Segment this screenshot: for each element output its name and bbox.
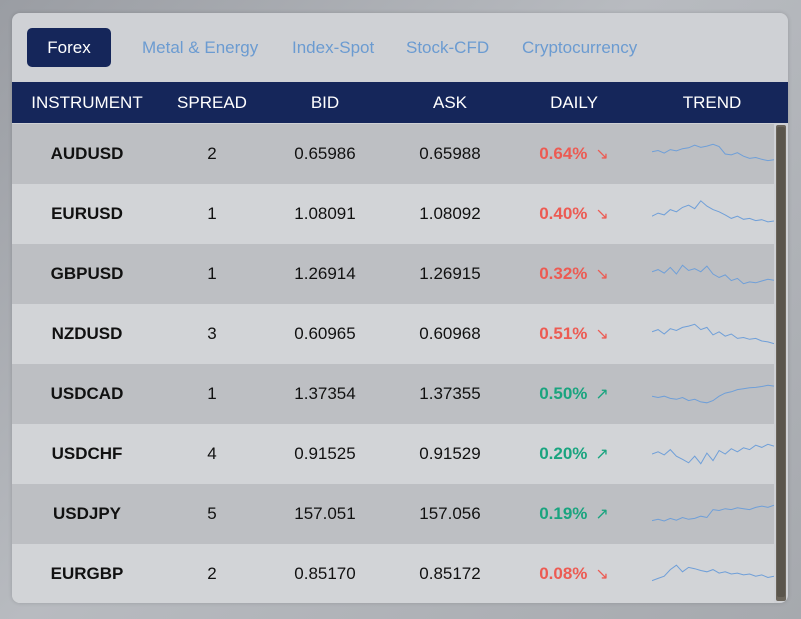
table-header: INSTRUMENT SPREAD BID ASK DAILY TREND [12, 82, 788, 123]
ask-cell: 1.26915 [419, 264, 481, 283]
ask-cell: 0.60968 [419, 324, 481, 343]
tab-stock-cfd[interactable]: Stock-CFD [406, 38, 490, 57]
arrow-down-right-icon: ↘ [595, 326, 609, 343]
table-body: AUDUSD 2 0.65986 0.65988 0.64% ↘ EURUSD 1 1.0809… [12, 124, 788, 603]
trend-sparkline [652, 504, 774, 522]
instrument-cell: USDJPY [52, 504, 122, 523]
ask-cell: 1.08092 [419, 204, 481, 223]
header-trend: TREND [682, 93, 742, 112]
table-row[interactable]: AUDUSD 2 0.65986 0.65988 0.64% ↘ [12, 124, 774, 184]
arrow-up-right-icon: ↗ [595, 506, 609, 523]
trend-sparkline [652, 443, 774, 465]
instrument-cell: NZDUSD [51, 324, 123, 343]
bid-cell: 0.85170 [294, 564, 356, 583]
arrow-down-right-icon: ↘ [595, 266, 609, 283]
table-row[interactable]: GBPUSD 1 1.26914 1.26915 0.32% ↘ [12, 244, 774, 304]
bid-cell: 0.65986 [294, 144, 356, 163]
daily-cell: 0.50% ↗ [524, 364, 624, 424]
trend-sparkline [652, 143, 774, 162]
trend-line [652, 564, 774, 582]
spread-cell: 1 [207, 264, 217, 283]
trend-sparkline [652, 384, 774, 404]
spread-cell: 1 [207, 204, 217, 223]
tab-metal-energy[interactable]: Metal & Energy [142, 38, 259, 57]
arrow-down-right-icon: ↘ [595, 206, 609, 223]
daily-change: 0.20% [539, 444, 588, 463]
ask-cell: 0.85172 [419, 564, 481, 583]
daily-change: 0.08% [539, 564, 588, 583]
trend-sparkline [652, 564, 774, 582]
instrument-cell: GBPUSD [50, 264, 124, 283]
tab-index-spot[interactable]: Index-Spot [292, 38, 375, 57]
table-row[interactable]: USDCHF 4 0.91525 0.91529 0.20% ↗ [12, 424, 774, 484]
quotes-panel: Forex Metal & Energy Index-Spot Stock-CF… [12, 13, 788, 603]
tab-forex[interactable]: Forex [27, 28, 111, 67]
daily-cell: 0.20% ↗ [524, 424, 624, 484]
trend-line [652, 443, 774, 465]
header-daily: DAILY [550, 93, 598, 112]
trend-sparkline [652, 200, 774, 223]
daily-cell: 0.32% ↘ [524, 244, 624, 304]
table-row[interactable]: USDCAD 1 1.37354 1.37355 0.50% ↗ [12, 364, 774, 424]
header-instrument: INSTRUMENT [31, 93, 143, 112]
bid-cell: 1.26914 [294, 264, 356, 283]
instrument-cell: USDCAD [50, 384, 124, 403]
spread-cell: 4 [207, 444, 217, 463]
header-bid: BID [310, 93, 340, 112]
scrollbar-thumb[interactable] [777, 127, 785, 597]
spread-cell: 1 [207, 384, 217, 403]
instrument-cell: EURGBP [50, 564, 124, 583]
spread-cell: 5 [207, 504, 217, 523]
arrow-up-right-icon: ↗ [595, 386, 609, 403]
table-scrollbar[interactable] [776, 125, 786, 601]
table-row[interactable]: USDJPY 5 157.051 157.056 0.19% ↗ [12, 484, 774, 544]
ask-cell: 0.65988 [419, 144, 481, 163]
daily-change: 0.64% [539, 144, 588, 163]
header-ask: ASK [432, 93, 468, 112]
arrow-up-right-icon: ↗ [595, 446, 609, 463]
bid-cell: 157.051 [294, 504, 356, 523]
trend-line [652, 384, 774, 404]
trend-line [652, 200, 774, 223]
table-row[interactable]: EURUSD 1 1.08091 1.08092 0.40% ↘ [12, 184, 774, 244]
table-row[interactable]: EURGBP 2 0.85170 0.85172 0.08% ↘ [12, 544, 774, 603]
daily-cell: 0.64% ↘ [524, 124, 624, 184]
tab-cryptocurrency[interactable]: Cryptocurrency [522, 38, 638, 57]
ask-cell: 0.91529 [419, 444, 481, 463]
daily-change: 0.40% [539, 204, 588, 223]
bid-cell: 1.08091 [294, 204, 356, 223]
daily-cell: 0.51% ↘ [524, 304, 624, 364]
spread-cell: 3 [207, 324, 217, 343]
trend-line [652, 504, 774, 522]
header-spread: SPREAD [177, 93, 247, 112]
daily-change: 0.51% [539, 324, 588, 343]
spread-cell: 2 [207, 144, 217, 163]
daily-change: 0.19% [539, 504, 588, 523]
trend-sparkline [652, 323, 774, 345]
bid-cell: 1.37354 [294, 384, 356, 403]
instrument-cell: AUDUSD [50, 144, 124, 163]
trend-sparkline [652, 264, 774, 285]
tab-bar: Forex Metal & Energy Index-Spot Stock-CF… [12, 13, 788, 81]
daily-cell: 0.19% ↗ [524, 484, 624, 544]
daily-cell: 0.40% ↘ [524, 184, 624, 244]
ask-cell: 157.056 [419, 504, 481, 523]
trend-line [652, 323, 774, 345]
instrument-cell: EURUSD [51, 204, 123, 223]
instrument-cell: USDCHF [51, 444, 123, 463]
spread-cell: 2 [207, 564, 217, 583]
bid-cell: 0.91525 [294, 444, 356, 463]
arrow-down-right-icon: ↘ [595, 566, 609, 583]
bid-cell: 0.60965 [294, 324, 356, 343]
daily-cell: 0.08% ↘ [524, 544, 624, 603]
daily-change: 0.32% [539, 264, 588, 283]
arrow-down-right-icon: ↘ [595, 146, 609, 163]
daily-change: 0.50% [539, 384, 588, 403]
trend-line [652, 143, 774, 162]
trend-line [652, 264, 774, 285]
ask-cell: 1.37355 [419, 384, 481, 403]
table-row[interactable]: NZDUSD 3 0.60965 0.60968 0.51% ↘ [12, 304, 774, 364]
